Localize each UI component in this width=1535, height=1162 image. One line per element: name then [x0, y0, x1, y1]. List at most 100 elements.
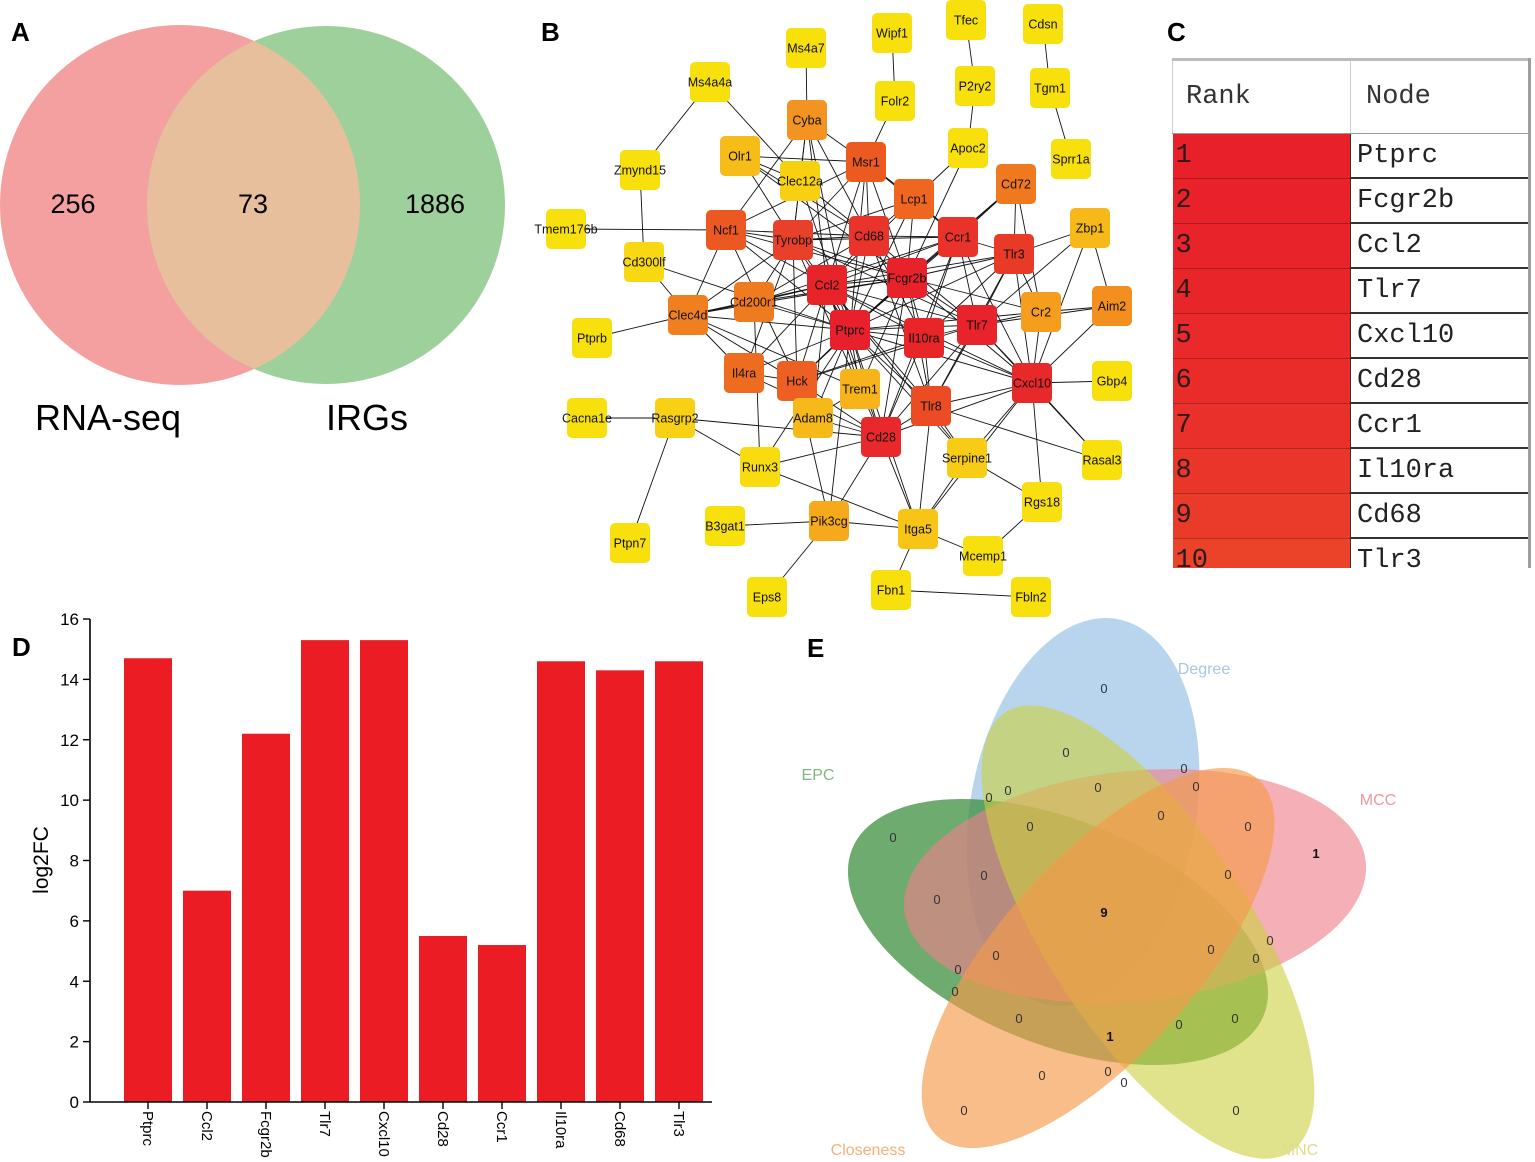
venn5-region-count: 0: [1100, 681, 1107, 696]
node-box: [871, 570, 911, 610]
node-box: [938, 217, 978, 257]
x-tick-label: Cd28: [434, 1111, 451, 1147]
network-edge: [565, 228, 727, 231]
rank-cell: 1: [1172, 133, 1351, 179]
node-box: [1021, 292, 1061, 332]
node-box: [786, 28, 826, 68]
node-box: [567, 398, 607, 438]
node-box: [994, 234, 1034, 274]
venn5-region-count: 0: [1120, 1075, 1127, 1090]
header-rank[interactable]: Rank: [1172, 61, 1351, 134]
bar-cd68: [596, 670, 644, 1102]
table-row[interactable]: 7 Ccr1: [1172, 403, 1530, 449]
network-node-tmem176b: Tmem176b: [534, 209, 598, 249]
network-node-lcp1: Lcp1: [894, 179, 934, 219]
network-node-p2ry2: P2ry2: [955, 66, 995, 106]
network-node-ms4a4a: Ms4a4a: [688, 62, 732, 102]
network-node-ptprc: Ptprc: [830, 310, 870, 350]
network-edge: [849, 329, 968, 459]
table-row[interactable]: 2 Fcgr2b: [1172, 178, 1530, 224]
y-tick-label: 8: [70, 852, 79, 871]
node-label: Ccr1: [945, 231, 971, 245]
venn5-region-count: 0: [960, 1103, 967, 1118]
node-label: Tlr3: [1003, 248, 1025, 262]
table-header-row: Rank Node: [1172, 61, 1530, 134]
node-label: Ptprc: [835, 324, 864, 338]
venn5-region-count: 0: [933, 892, 940, 907]
network-node-clec4d: Clec4d: [668, 295, 708, 335]
node-box: [947, 438, 987, 478]
rna-seq-label: RNA-seq: [35, 397, 181, 438]
node-label: Clec4d: [669, 309, 708, 323]
node-box: [948, 128, 988, 168]
node-label: Apoc2: [950, 142, 985, 156]
table-scrollbar[interactable]: [1528, 58, 1531, 568]
table-row[interactable]: 5 Cxcl10: [1172, 313, 1530, 359]
network-node-gbp4: Gbp4: [1092, 361, 1132, 401]
network-edge: [868, 235, 932, 407]
network-node-il4ra: Il4ra: [724, 353, 764, 393]
x-tick-label: Tlr7: [316, 1111, 333, 1137]
venn5-region-count: 0: [1004, 783, 1011, 798]
rank-cell: 4: [1172, 268, 1351, 314]
bar-il10ra: [537, 661, 585, 1102]
node-label: Ptpn7: [614, 537, 647, 551]
node-box: [809, 501, 849, 541]
network-edge: [753, 236, 959, 303]
node-box: [963, 536, 1003, 576]
panel-label-c: C: [1167, 17, 1186, 47]
node-box: [655, 398, 695, 438]
node-box: [875, 81, 915, 121]
network-node-ptpn7: Ptpn7: [610, 523, 650, 563]
network-edge: [792, 239, 798, 382]
node-box: [1092, 361, 1132, 401]
venn5-region-count: 0: [992, 948, 999, 963]
venn5-region-count: 0: [1157, 808, 1164, 823]
node-label: Fbn1: [877, 584, 906, 598]
bar-series: [124, 640, 703, 1102]
node-label: Adam8: [793, 412, 833, 426]
header-node[interactable]: Node: [1350, 61, 1530, 134]
table-row[interactable]: 1 Ptprc: [1172, 133, 1530, 179]
node-box: [1070, 208, 1110, 248]
venn5-region-count: 0: [1192, 779, 1199, 794]
venn5-region-count: 0: [889, 830, 896, 845]
venn5-region-count: 0: [1252, 951, 1259, 966]
venn5-region-count: 0: [1266, 933, 1273, 948]
node-box: [957, 305, 997, 345]
node-label: Ncf1: [713, 224, 739, 238]
table-row[interactable]: 10 Tlr3: [1172, 538, 1530, 568]
node-cell: Tlr3: [1350, 538, 1530, 568]
bar-ptprc: [124, 658, 172, 1102]
table-row[interactable]: 9 Cd68: [1172, 493, 1530, 539]
node-label: Cd68: [854, 230, 884, 244]
node-label: Serpine1: [942, 452, 992, 466]
node-box: [1051, 139, 1091, 179]
node-label: Olr1: [728, 150, 752, 164]
y-tick-label: 14: [60, 670, 79, 689]
node-label: Cr2: [1031, 306, 1051, 320]
node-label: B3gat1: [705, 520, 745, 534]
node-label: Cdsn: [1028, 18, 1057, 32]
table-row[interactable]: 4 Tlr7: [1172, 268, 1530, 314]
x-tick-label: Ccl2: [198, 1111, 215, 1141]
node-label: Lcp1: [900, 193, 927, 207]
node-label: Folr2: [881, 95, 910, 109]
network-node-fbn1: Fbn1: [871, 570, 911, 610]
node-label: Hck: [786, 375, 808, 389]
node-box: [911, 386, 951, 426]
node-label: Aim2: [1098, 300, 1127, 314]
network-node-serpine1: Serpine1: [942, 438, 992, 478]
table-row[interactable]: 6 Cd28: [1172, 358, 1530, 404]
table-row[interactable]: 3 Ccl2: [1172, 223, 1530, 269]
network-edge: [739, 155, 908, 279]
node-label: Cyba: [792, 114, 821, 128]
venn5-region-count: 9: [1100, 905, 1107, 920]
table-row[interactable]: 8 Il10ra: [1172, 448, 1530, 494]
node-label: Tgm1: [1034, 82, 1066, 96]
x-tick-label: Ptprc: [139, 1111, 156, 1147]
network-edge: [759, 466, 919, 530]
network-edge: [906, 147, 969, 279]
